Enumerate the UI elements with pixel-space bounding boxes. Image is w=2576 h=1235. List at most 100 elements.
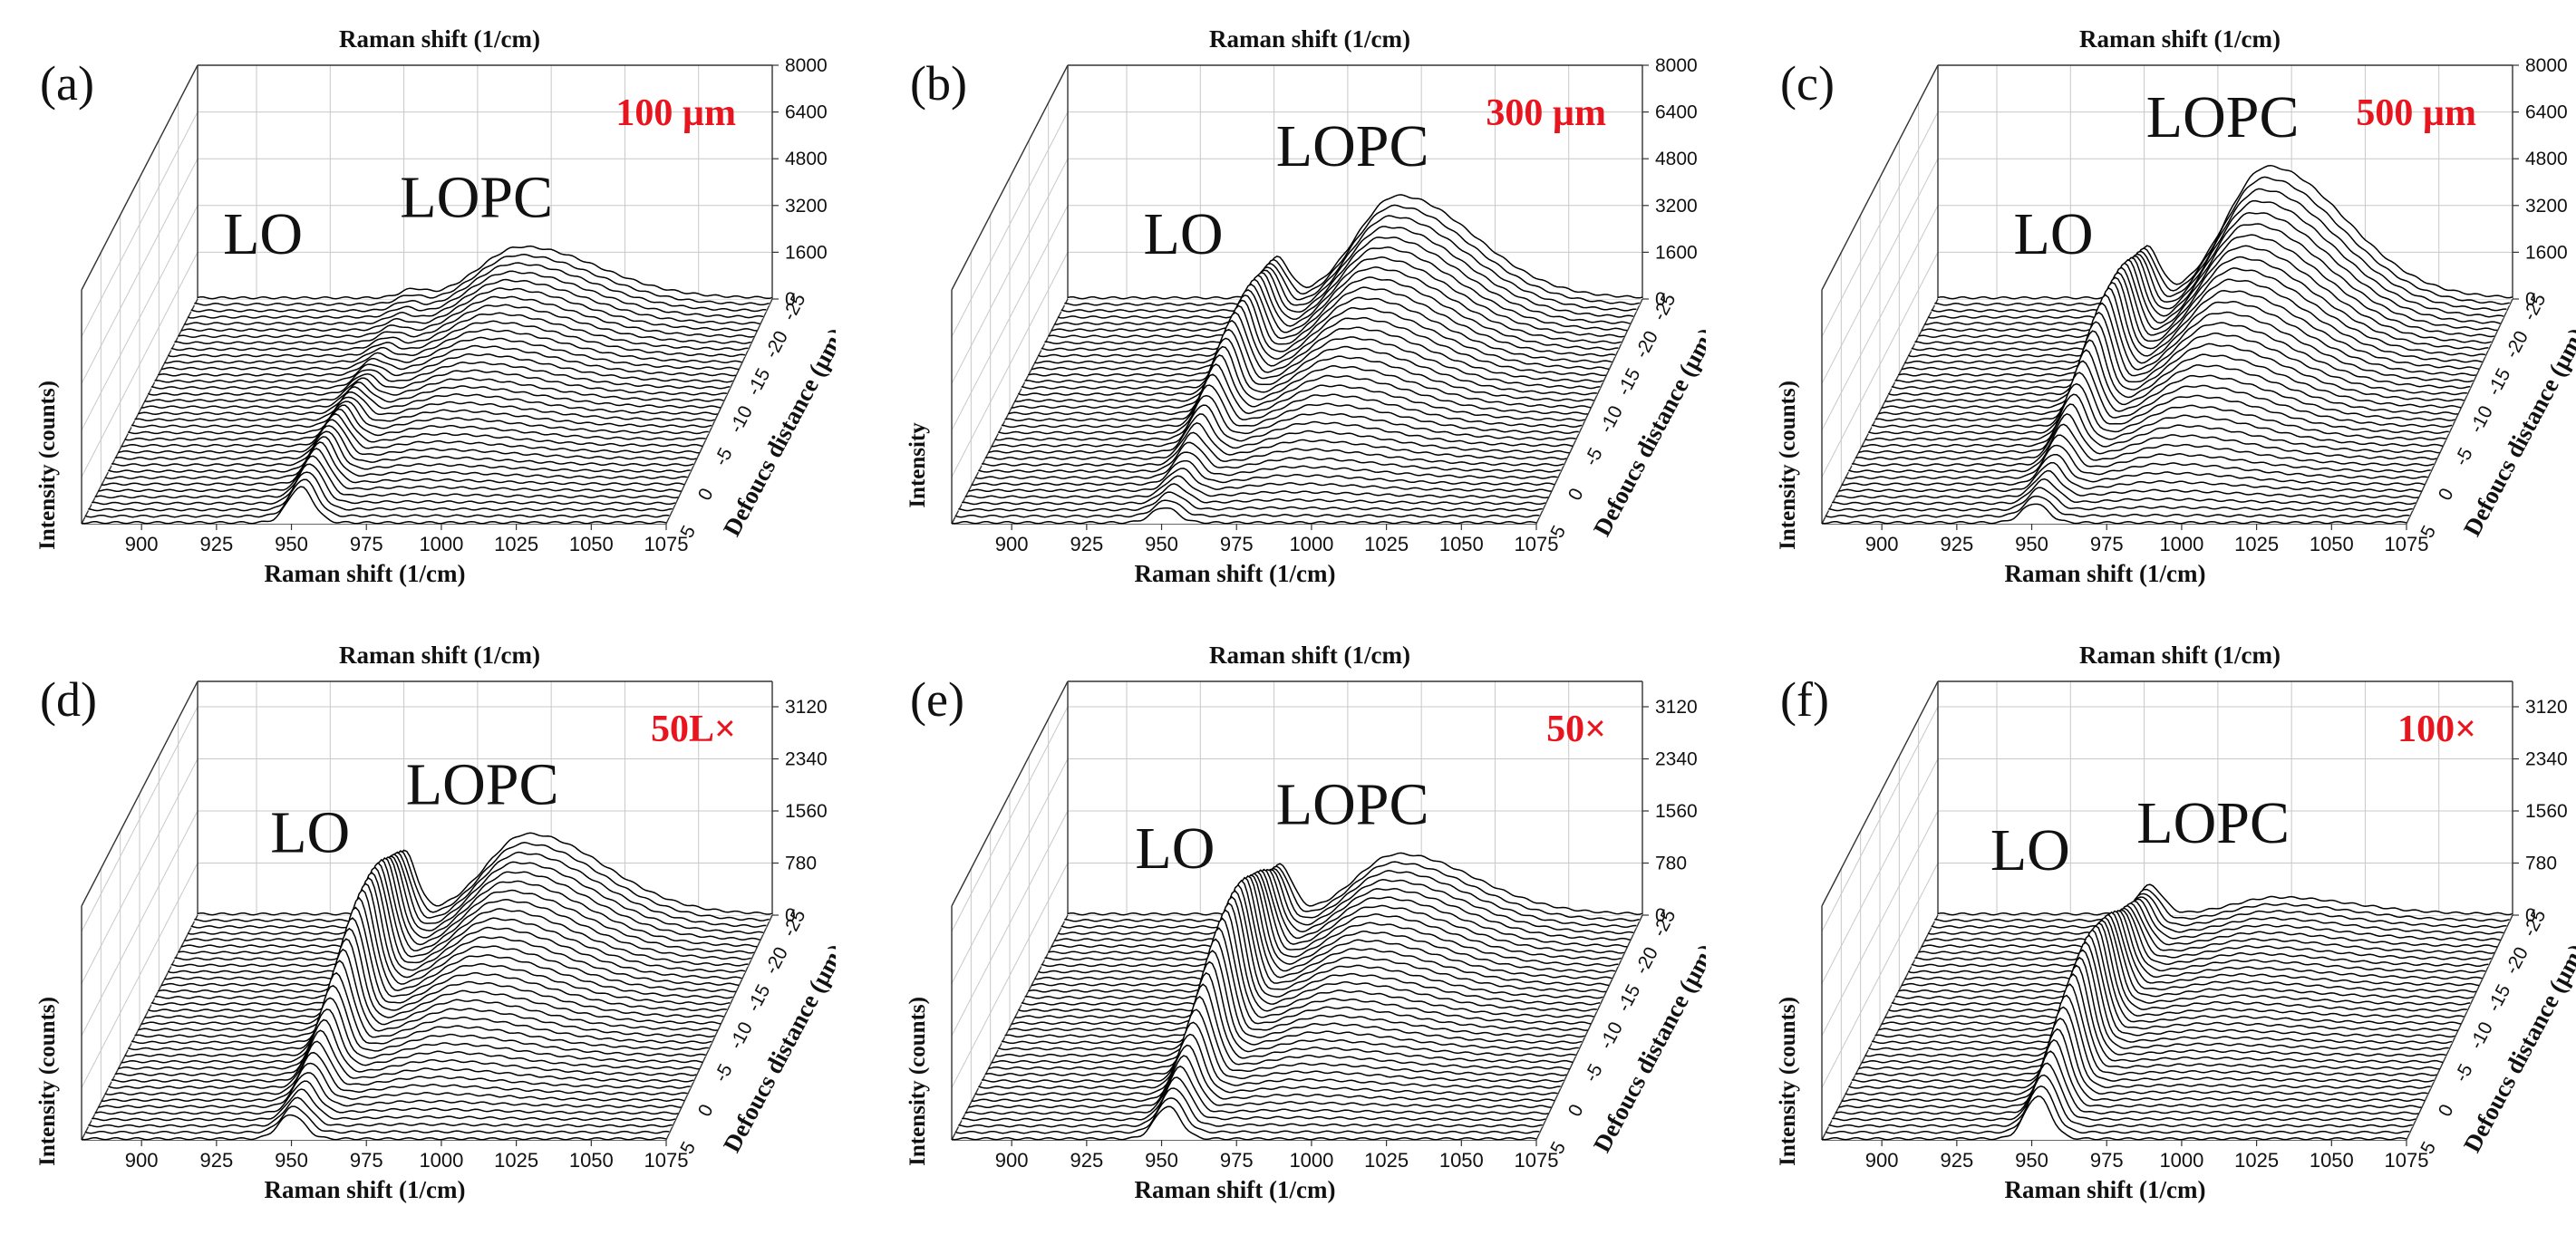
spectra: [81, 832, 773, 1141]
spectrum-line: [1845, 1018, 2428, 1095]
annotations: LO LOPC: [1990, 790, 2290, 883]
spectrum-line: [187, 270, 764, 319]
spectrum-line: [971, 459, 1555, 486]
spectrum-line: [1914, 904, 2492, 961]
condition-label: 100×: [2397, 709, 2476, 750]
spectrum-line: [154, 352, 733, 383]
x-tick-label: 975: [2090, 1149, 2124, 1172]
spectrum-line: [1851, 994, 2435, 1083]
annotation-lopc: LOPC: [406, 752, 559, 818]
axis-frame: [951, 64, 1643, 525]
spectrum-line: [1921, 900, 2498, 948]
z-tick-label: 780: [785, 854, 817, 874]
condition-label: 100 µm: [615, 92, 736, 134]
spectrum-fill: [1832, 1063, 2416, 1121]
spectrum-line: [1011, 345, 1592, 409]
spectrum-fill: [1034, 875, 1612, 979]
panel-label: (d): [40, 672, 97, 727]
x-tick-label: 1000: [2159, 533, 2203, 555]
spectrum-line: [1868, 371, 2449, 435]
spectrum-line: [98, 1072, 682, 1109]
spectrum-line: [1871, 941, 2453, 1045]
spectrum-fill: [978, 442, 1561, 473]
spectrum-line: [984, 995, 1567, 1076]
spectrum-line: [1024, 311, 1603, 383]
spectrum-line: [964, 1065, 1549, 1115]
spectrum-line: [994, 394, 1576, 441]
x-axis-label-top: Raman shift (1/cm): [1209, 642, 1410, 669]
spectrum-line: [81, 486, 667, 525]
spectrum-line: [1024, 883, 1603, 999]
depth-tick-label: -10: [2465, 402, 2497, 437]
spectrum-line: [1828, 1074, 2413, 1128]
spectrum-line: [961, 1076, 1546, 1122]
x-tick-label: 925: [199, 1149, 233, 1172]
x-tick-label: 925: [1070, 533, 1103, 555]
spectrum-line: [1021, 889, 1601, 1006]
spectrum-fill: [1938, 884, 2513, 915]
z-tick-label: 2340: [785, 749, 828, 770]
x-tick-label: 1000: [419, 1149, 463, 1172]
spectrum-line: [84, 478, 670, 518]
spectrum-line: [108, 430, 691, 473]
x-axis-label: Raman shift (1/cm): [1135, 560, 1336, 587]
spectrum-line: [974, 451, 1558, 479]
x-axis-label: Raman shift (1/cm): [265, 1176, 466, 1203]
z-tick-label: 8000: [785, 55, 828, 76]
spectrum-line: [1891, 302, 2471, 390]
spectrum-fill: [1058, 869, 1633, 935]
spectrum-line: [1014, 337, 1594, 402]
spectrum-line: [184, 854, 760, 941]
spectrum-line: [1008, 917, 1588, 1032]
depth-tick-label: 0: [1564, 1101, 1588, 1120]
spectrum-line: [1054, 868, 1631, 941]
z-tick-label: 1560: [2525, 801, 2568, 822]
spectrum-line: [144, 377, 724, 402]
spectrum-line: [1001, 938, 1583, 1045]
spectrum-line: [998, 950, 1579, 1051]
spectrum-line: [1868, 949, 2449, 1051]
spectrum-fill: [131, 960, 712, 1044]
spectrum-line: [1057, 226, 1634, 319]
spectrum-line: [1014, 902, 1594, 1018]
annotation-lo: LO: [1990, 817, 2070, 883]
spectrum-line: [1835, 469, 2419, 499]
x-tick-label: 925: [1940, 533, 1973, 555]
spectrum-fill: [1024, 312, 1603, 383]
spectrum-line: [1027, 304, 1606, 377]
x-tick-label: 1025: [494, 533, 538, 555]
spectrum-fill: [1031, 877, 1610, 986]
spectrum-line: [1067, 852, 1643, 916]
spectrum-line: [134, 948, 715, 1038]
x-tick-label: 1025: [1364, 1149, 1409, 1172]
x-tick-label: 925: [1940, 1149, 1973, 1172]
spectrum-line: [1064, 861, 1640, 922]
spectrum-line: [121, 997, 703, 1064]
x-tick-label: 925: [199, 533, 233, 555]
x-tick-label: 950: [1145, 1149, 1178, 1172]
spectrum-line: [1851, 423, 2435, 467]
z-tick-label: 6400: [2525, 102, 2568, 123]
annotation-lo: LO: [270, 800, 350, 866]
spectrum-fill: [121, 409, 703, 447]
x-tick-label: 1025: [2234, 1149, 2279, 1172]
depth-axis: -25-20-15-10-505 Defoucs distance (µm): [2416, 906, 2576, 1157]
annotations: LO LOPC: [2014, 84, 2300, 267]
annotation-lopc: LOPC: [2136, 790, 2290, 856]
x-axis-label-top: Raman shift (1/cm): [2079, 25, 2281, 53]
spectrum-line: [1831, 1062, 2416, 1122]
chart-panel-c: 900 925 950 975 1000 1025 1050 1075 Raman shift …: [1776, 25, 2576, 587]
z-axis-label-front: Intensity (counts): [35, 997, 60, 1166]
spectrum-fill: [144, 918, 724, 1018]
z-tick-label: 3200: [1655, 196, 1698, 217]
spectrum-line: [1917, 902, 2495, 955]
spectrum-fill: [1848, 435, 2431, 473]
spectrum-line: [991, 971, 1574, 1064]
z-tick-label: 1600: [785, 242, 828, 263]
x-axis-label: Raman shift (1/cm): [2005, 1176, 2206, 1203]
z-tick-label: 0: [2525, 289, 2536, 310]
spectrum-line: [104, 436, 688, 479]
z-tick-label: 2340: [2525, 749, 2568, 770]
spectrum-line: [197, 245, 773, 300]
